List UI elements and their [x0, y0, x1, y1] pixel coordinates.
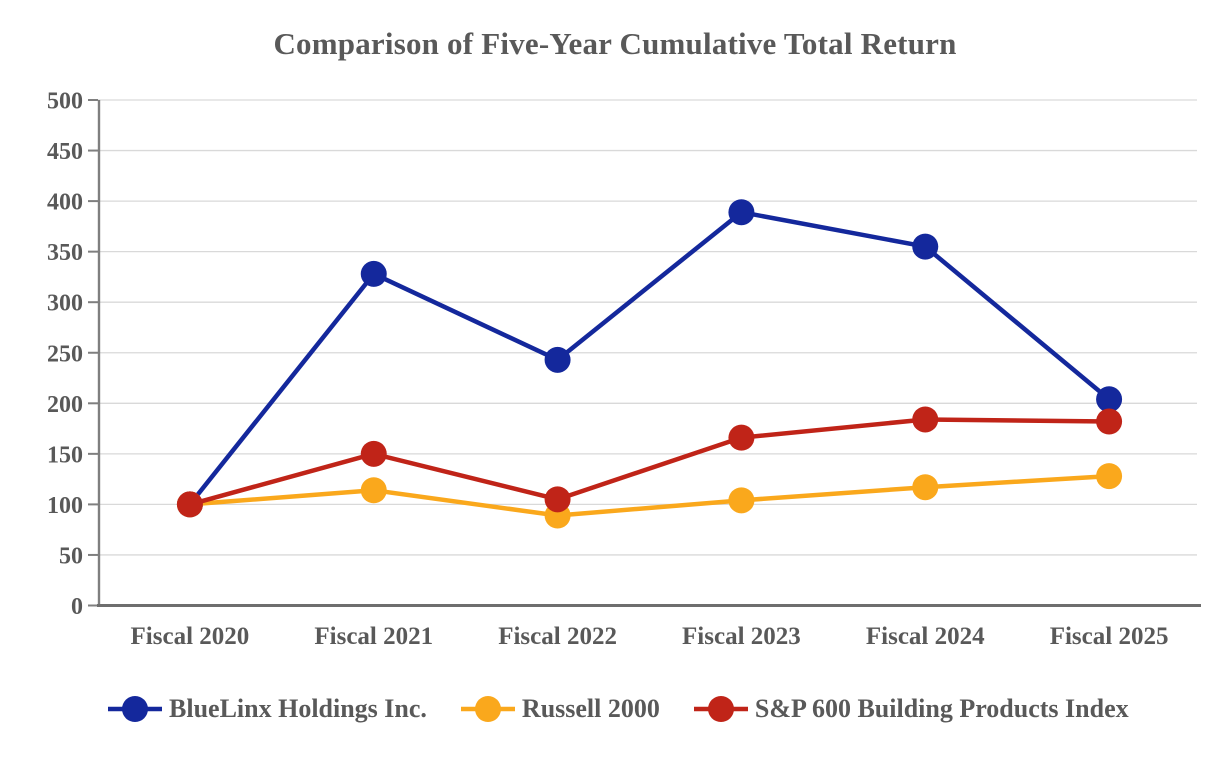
legend-item-sp600-building-products: S&P 600 Building Products Index [693, 692, 1129, 726]
data-point-bluelinx-holdings-inc-fiscal-2025 [1096, 386, 1123, 413]
data-point-bluelinx-holdings-inc-fiscal-2021 [360, 260, 387, 287]
series-line-s-p-600-building-products-index [187, 417, 1112, 507]
x-axis-label-fiscal-2021: Fiscal 2021 [314, 623, 433, 650]
y-tick-label-300: 300 [47, 291, 83, 317]
x-axis-label-fiscal-2024: Fiscal 2024 [866, 623, 985, 650]
data-point-russell-2000-fiscal-2025 [1096, 463, 1123, 490]
legend-item-russell-2000: Russell 2000 [460, 692, 660, 726]
y-tick-label-500: 500 [47, 89, 83, 115]
legend-marker-russell-2000-icon [460, 696, 515, 722]
gridlines [98, 99, 1197, 556]
data-point-s-p-600-building-products-index-fiscal-2022 [544, 486, 571, 513]
legend-label-bluelinx: BlueLinx Holdings Inc. [169, 694, 427, 723]
series-russell-2000 [176, 463, 1123, 529]
y-tick-label-200: 200 [47, 392, 83, 418]
data-point-s-p-600-building-products-index-fiscal-2023 [728, 424, 755, 451]
y-tick-label-150: 150 [47, 442, 83, 468]
y-tick-label-250: 250 [47, 341, 83, 367]
x-axis: Fiscal 2020 Fiscal 2021 Fiscal 2022 Fiscal … [131, 623, 1169, 650]
y-tick-label-100: 100 [47, 493, 83, 519]
data-point-russell-2000-fiscal-2023 [728, 487, 755, 514]
data-point-bluelinx-holdings-inc-fiscal-2024 [912, 233, 939, 260]
data-point-s-p-600-building-products-index-fiscal-2021 [360, 440, 387, 467]
y-tick-label-400: 400 [47, 190, 83, 216]
data-point-s-p-600-building-products-index-fiscal-2020 [176, 491, 203, 518]
x-axis-label-fiscal-2020: Fiscal 2020 [131, 623, 250, 650]
data-point-russell-2000-fiscal-2024 [912, 474, 939, 501]
x-axis-label-fiscal-2022: Fiscal 2022 [498, 623, 617, 650]
legend-item-bluelinx: BlueLinx Holdings Inc. [108, 692, 427, 726]
series-bluelinx-holdings-inc [176, 199, 1123, 518]
legend-label-russell-2000: Russell 2000 [521, 694, 660, 723]
series-s-p-600-building-products-index [176, 406, 1123, 518]
y-axis: 0 50 100 150 200 250 300 350 400 450 500 [47, 89, 101, 620]
x-axis-label-fiscal-2023: Fiscal 2023 [682, 623, 801, 650]
y-tick-label-350: 350 [47, 240, 83, 266]
y-tick-label-50: 50 [59, 543, 83, 569]
series-line-bluelinx-holdings-inc [187, 209, 1112, 507]
data-point-bluelinx-holdings-inc-fiscal-2023 [728, 199, 755, 226]
data-point-russell-2000-fiscal-2021 [360, 477, 387, 504]
legend-marker-bluelinx-icon [108, 696, 162, 722]
x-axis-label-fiscal-2025: Fiscal 2025 [1050, 623, 1169, 650]
data-point-s-p-600-building-products-index-fiscal-2025 [1096, 408, 1123, 435]
data-point-s-p-600-building-products-index-fiscal-2024 [912, 406, 939, 433]
chart-legend: BlueLinx Holdings Inc. Russell 2000 S&P … [108, 691, 1129, 727]
chart-title: Comparison of Five-Year Cumulative Total… [273, 26, 957, 61]
y-tick-label-0: 0 [71, 594, 83, 620]
y-tick-label-450: 450 [47, 139, 83, 165]
data-point-bluelinx-holdings-inc-fiscal-2022 [544, 346, 571, 373]
legend-label-sp600-building-products: S&P 600 Building Products Index [754, 694, 1129, 723]
series-line-russell-2000 [187, 473, 1112, 518]
legend-marker-sp600-building-products-icon [693, 696, 748, 722]
